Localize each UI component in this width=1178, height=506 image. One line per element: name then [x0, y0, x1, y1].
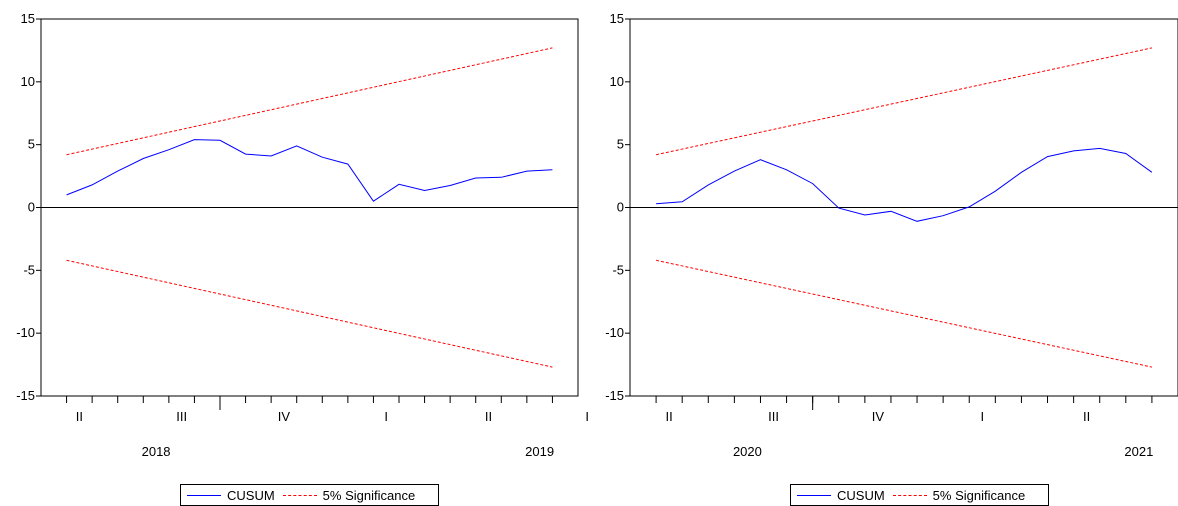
legend-swatch-significance — [892, 494, 927, 496]
legend-swatch-cusum — [797, 494, 831, 496]
y-tick-label: 10 — [21, 74, 35, 89]
x-quarter-label: IV — [872, 409, 885, 424]
legend: CUSUM 5% Significance — [180, 484, 439, 506]
lower-significance-line — [66, 259, 553, 368]
y-tick-label: -15 — [16, 388, 35, 403]
x-quarter-label: III — [585, 409, 589, 424]
y-tick-label: 0 — [617, 200, 624, 215]
y-tick-label: 0 — [28, 200, 35, 215]
legend-label-significance: 5% Significance — [932, 487, 1026, 503]
legend-item-significance: 5% Significance — [282, 487, 416, 503]
y-tick-label: 10 — [610, 74, 624, 89]
legend-item-significance: 5% Significance — [892, 487, 1026, 503]
x-year-label: 2018 — [142, 444, 171, 459]
legend-label-cusum: CUSUM — [837, 487, 885, 503]
x-year-label: 2020 — [733, 444, 762, 459]
x-quarter-label: I — [980, 409, 984, 424]
x-year-label: 2021 — [1124, 444, 1153, 459]
y-tick-label: 15 — [21, 11, 35, 26]
x-quarter-label: II — [485, 409, 492, 424]
y-tick-label: -5 — [23, 262, 35, 277]
x-year-label: 2019 — [525, 444, 554, 459]
y-tick-label: -5 — [612, 262, 624, 277]
y-tick-label: -10 — [605, 325, 624, 340]
y-tick-label: 15 — [610, 11, 624, 26]
y-tick-label: 5 — [617, 137, 624, 152]
legend-label-significance: 5% Significance — [322, 487, 416, 503]
y-tick-label: 5 — [28, 137, 35, 152]
x-quarter-label: I — [384, 409, 388, 424]
x-quarter-label: III — [176, 409, 187, 424]
upper-significance-line — [655, 47, 1153, 156]
legend-swatch-cusum — [187, 494, 221, 496]
legend-item-cusum: CUSUM — [797, 488, 885, 503]
x-quarter-label: IV — [278, 409, 291, 424]
cusum-line — [66, 139, 553, 202]
x-quarter-label: III — [768, 409, 779, 424]
x-quarter-label: II — [1083, 409, 1090, 424]
y-tick-label: -15 — [605, 388, 624, 403]
x-quarter-label: II — [76, 409, 83, 424]
upper-significance-line — [66, 47, 553, 156]
legend-label-cusum: CUSUM — [227, 487, 275, 503]
y-tick-label: -10 — [16, 325, 35, 340]
legend: CUSUM 5% Significance — [790, 484, 1049, 506]
legend-swatch-significance — [282, 494, 317, 496]
lower-significance-line — [655, 259, 1153, 368]
x-quarter-label: II — [666, 409, 673, 424]
cusum-line — [656, 147, 1153, 222]
legend-item-cusum: CUSUM — [187, 488, 275, 503]
